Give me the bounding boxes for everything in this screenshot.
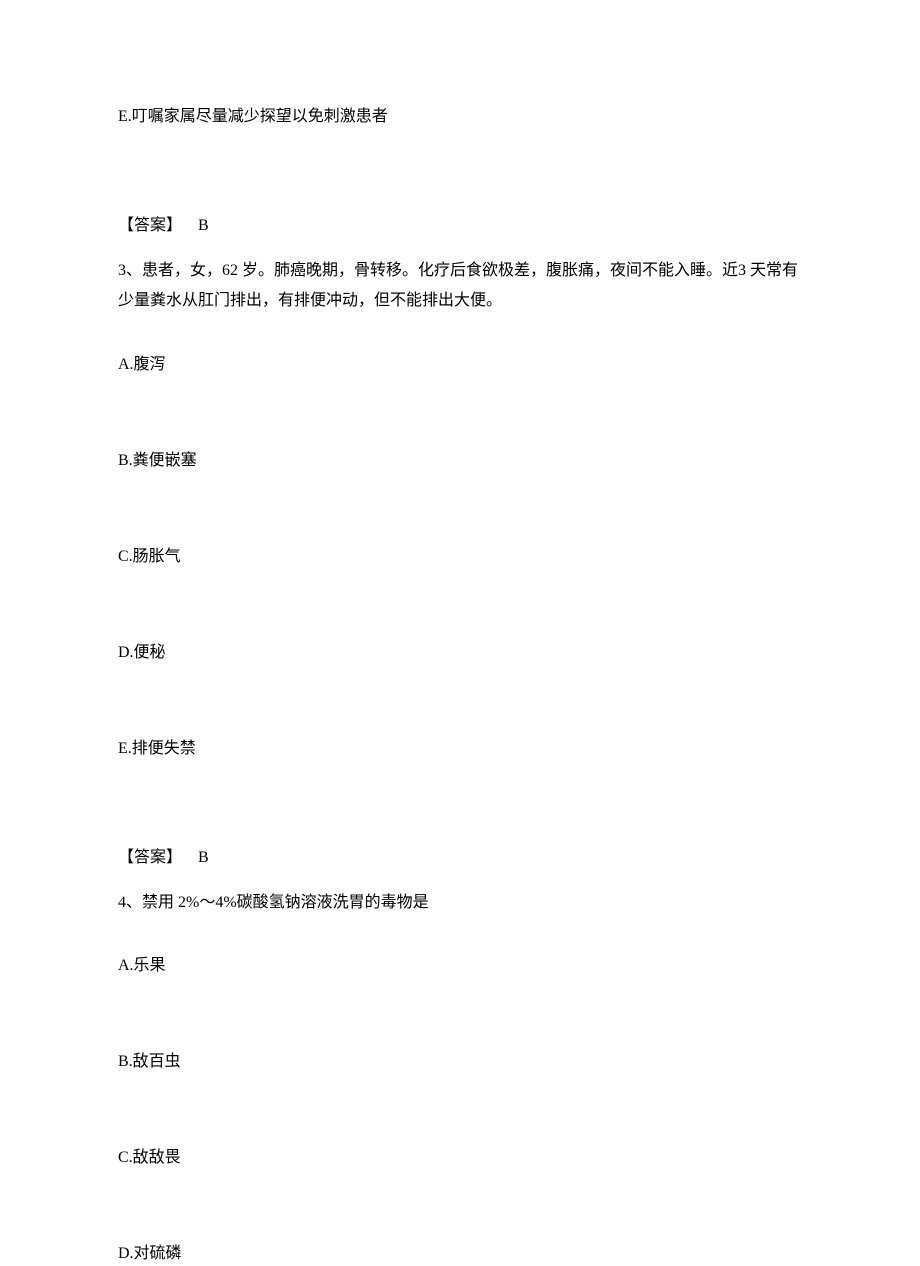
q2-answer-value	[186, 217, 198, 234]
q3-option-b: B.粪便嵌塞	[118, 449, 802, 473]
q4-stem: 4、禁用 2%～4%碳酸氢钠溶液洗胃的毒物是	[118, 888, 802, 918]
q4-option-a: A.乐果	[118, 954, 802, 978]
q3-answer-value	[186, 849, 198, 866]
q3-option-c: C.肠胀气	[118, 545, 802, 569]
q3-answer-letter: B	[198, 849, 209, 866]
q4-option-c: C.敌敌畏	[118, 1146, 802, 1170]
q2-answer-label: 【答案】	[118, 217, 182, 234]
q3-option-e: E.排便失禁	[118, 737, 802, 761]
q3-answer-label: 【答案】	[118, 849, 182, 866]
q3-option-a: A.腹泻	[118, 353, 802, 377]
q4-option-d: D.对硫磷	[118, 1242, 802, 1266]
q2-answer-letter: B	[198, 217, 209, 234]
q3-stem: 3、患者，女，62 岁。肺癌晚期，骨转移。化疗后食欲极差，腹胀痛，夜间不能入睡。…	[118, 256, 802, 317]
q4-option-b: B.敌百虫	[118, 1050, 802, 1074]
q2-option-e: E.叮嘱家属尽量减少探望以免刺激患者	[118, 105, 802, 129]
q3-option-d: D.便秘	[118, 641, 802, 665]
